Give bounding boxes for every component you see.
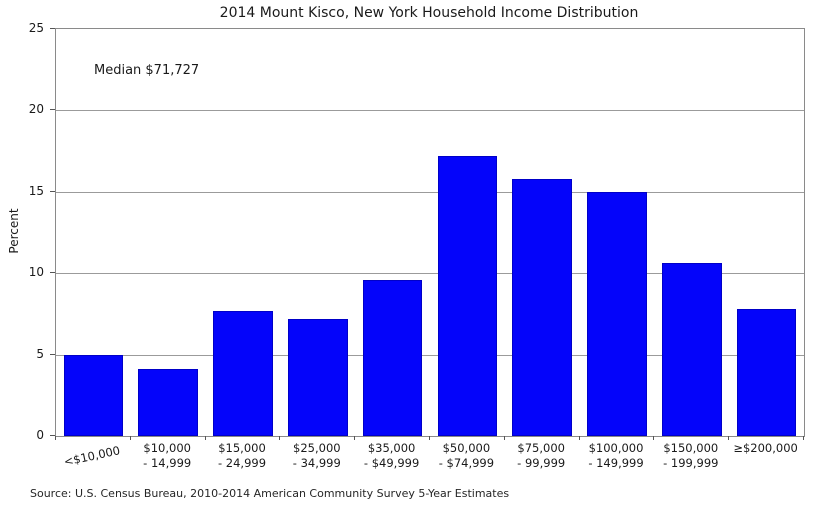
y-tick-mark (50, 109, 55, 111)
gridline (56, 273, 804, 275)
y-tick-label: 0 (36, 428, 44, 442)
y-tick-label: 25 (28, 21, 44, 35)
bar (362, 279, 423, 436)
x-tick-mark (728, 436, 730, 440)
median-annotation: Median $71,727 (94, 63, 200, 78)
x-tick-mark (129, 436, 131, 440)
x-tick-mark (578, 436, 580, 440)
y-tick-label: 15 (28, 183, 44, 198)
x-tick-label: $15,000- 24,999 (217, 441, 267, 470)
x-tick-label: ≥$200,000 (733, 441, 798, 455)
x-tick-label: $25,000- 34,999 (292, 441, 341, 470)
y-tick-mark (50, 353, 55, 355)
y-tick-label: 10 (28, 265, 44, 280)
bar (138, 369, 199, 436)
x-tick-mark (803, 436, 804, 440)
y-tick-mark (50, 190, 55, 192)
source-note: Source: U.S. Census Bureau, 2010-2014 Am… (30, 487, 510, 500)
bar (287, 318, 348, 436)
bar (736, 309, 797, 436)
bar (661, 263, 722, 436)
x-tick-label: $35,000- $49,999 (363, 441, 420, 470)
x-tick-mark (429, 436, 430, 440)
y-tick-mark (50, 28, 55, 29)
bar (63, 354, 124, 436)
gridline (56, 110, 804, 112)
x-tick-label: $150,000- 199,999 (663, 441, 719, 470)
chart-title: 2014 Mount Kisco, New York Household Inc… (219, 5, 639, 21)
x-tick-label: $75,000- 99,999 (517, 441, 566, 470)
y-tick-label: 5 (36, 346, 44, 361)
bar (437, 156, 498, 436)
gridline (56, 354, 804, 356)
x-tick-label: $100,000- 149,999 (588, 441, 644, 470)
plot-area: Median $71,727 (55, 28, 805, 437)
x-tick-mark (279, 436, 281, 440)
y-tick-label: 20 (28, 102, 44, 117)
x-tick-mark (503, 436, 505, 440)
y-axis-label: Percent (7, 208, 21, 254)
x-tick-mark (653, 436, 655, 440)
bar (512, 178, 573, 436)
gridline (56, 191, 804, 193)
bar (587, 191, 647, 436)
bar (213, 310, 273, 436)
x-tick-mark (204, 436, 206, 440)
y-tick-mark (50, 435, 55, 436)
x-tick-label: $10,000- 14,999 (143, 441, 192, 470)
x-tick-mark (354, 436, 356, 440)
y-tick-mark (50, 272, 55, 274)
x-tick-mark (55, 436, 56, 440)
x-tick-label: $50,000- $74,999 (438, 441, 495, 470)
